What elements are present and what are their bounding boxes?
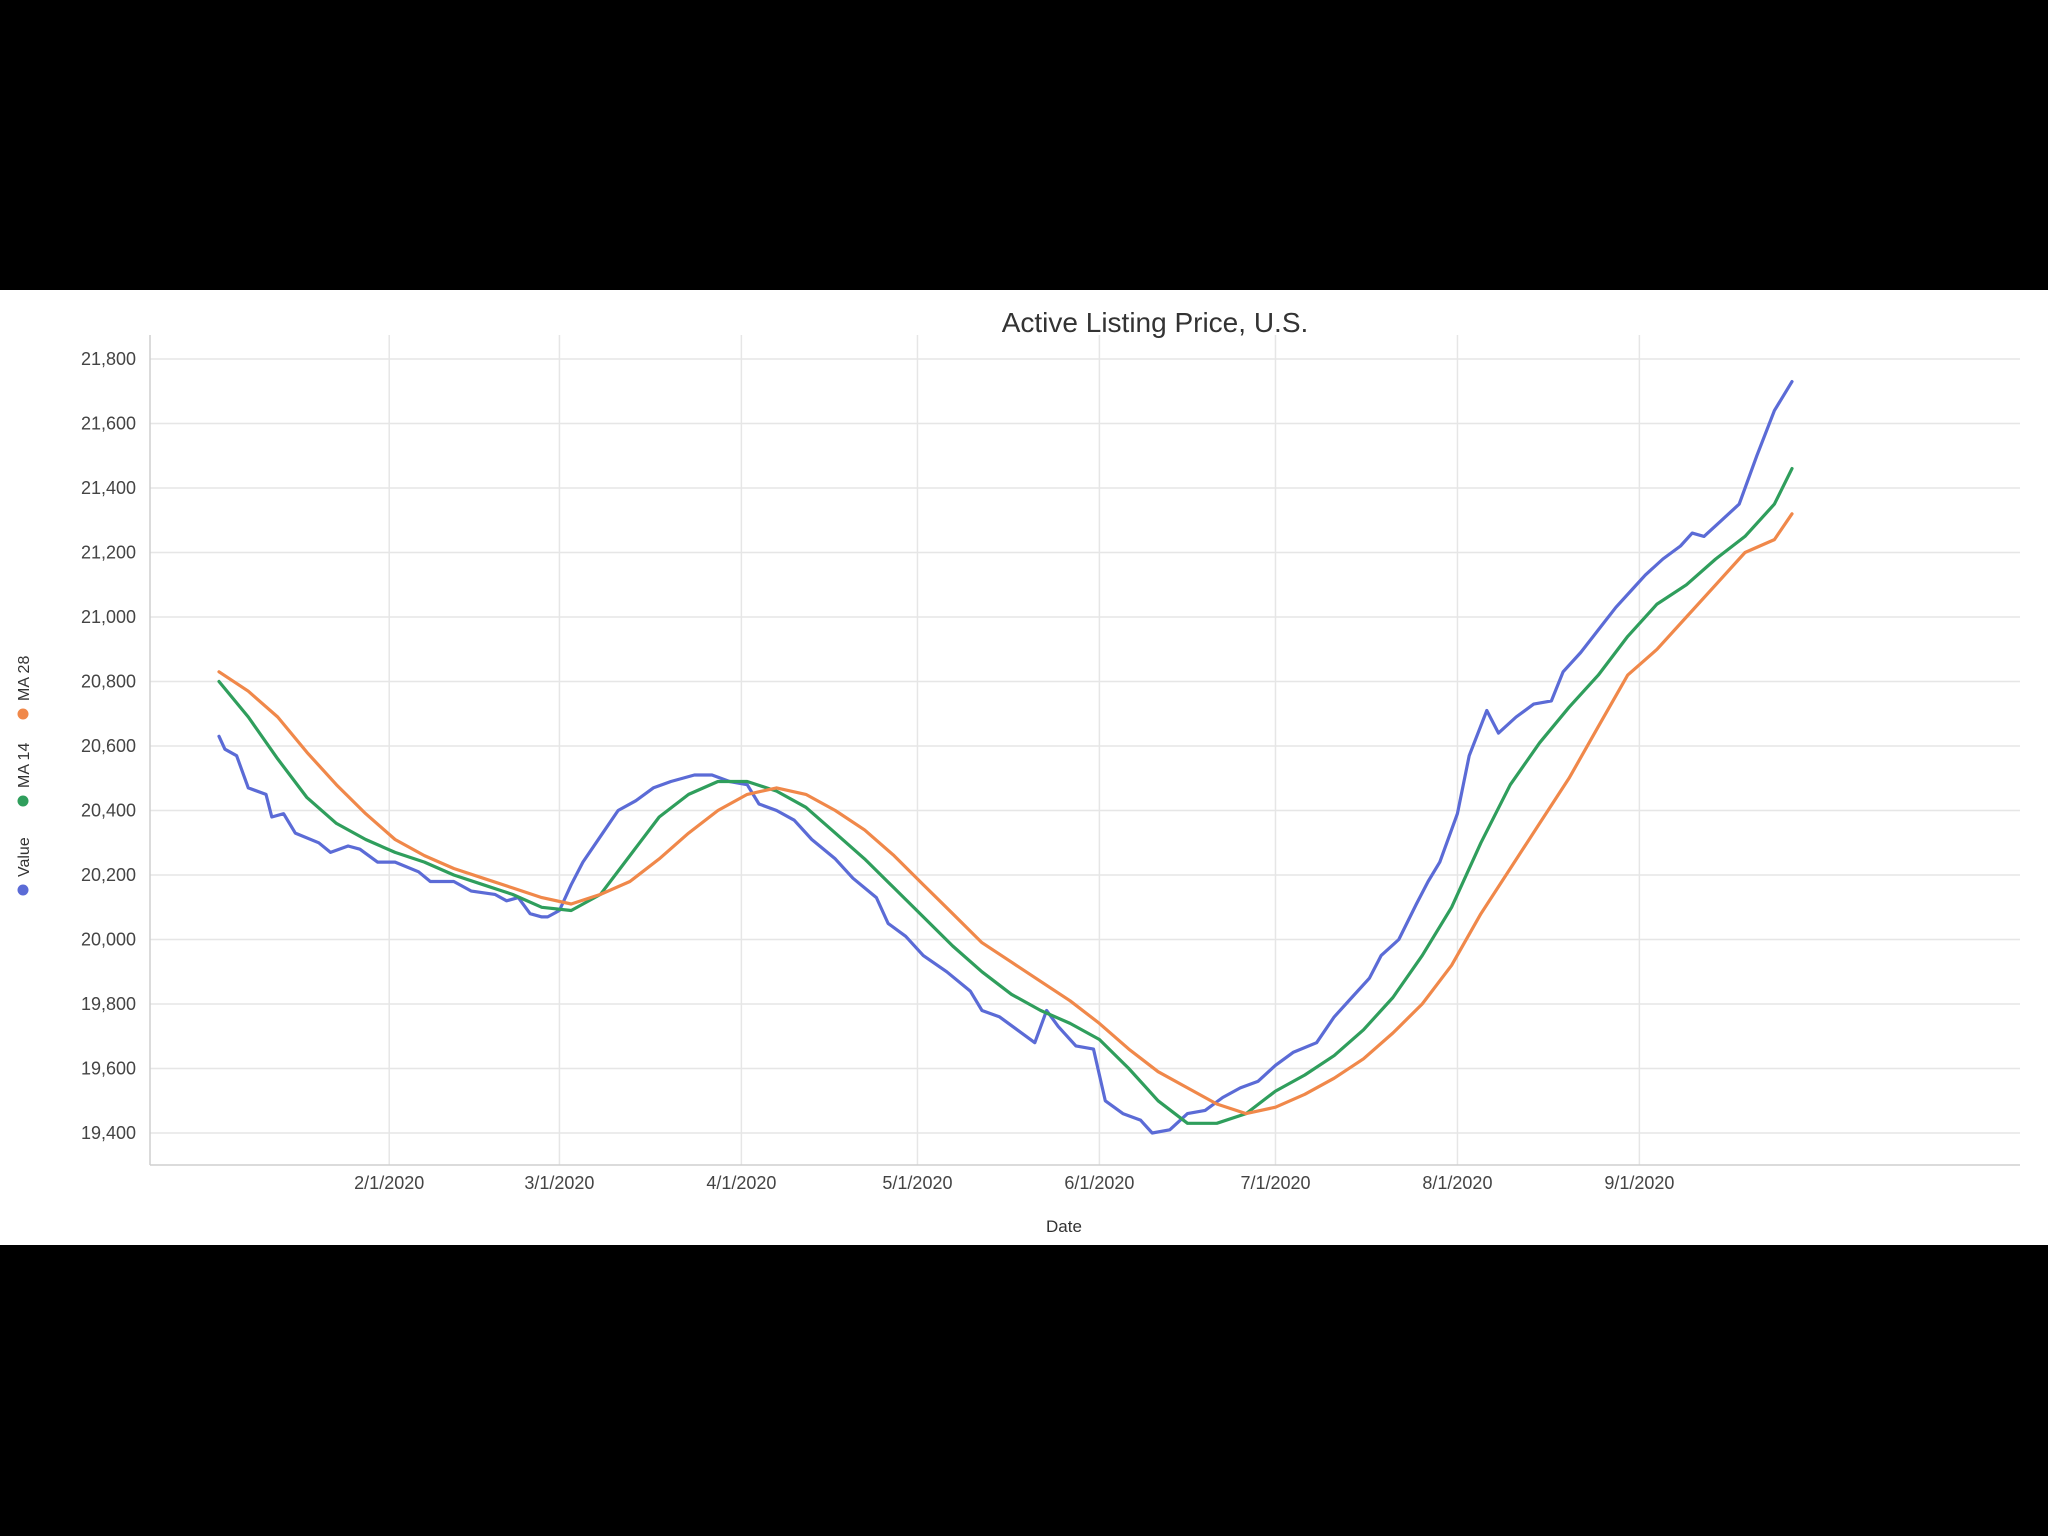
chart-panel: 19,400 19,600 19,800 20,000 20,200 20,400 20,6…: [0, 290, 2048, 1245]
y-tick-label: 21,800: [81, 349, 136, 369]
legend-marker: [17, 795, 29, 807]
y-tick-label: 21,000: [81, 607, 136, 627]
legend-label: MA 28: [16, 656, 33, 701]
line-chart: 19,400 19,600 19,800 20,000 20,200 20,400 20,6…: [16, 307, 2020, 1236]
chart-title: Active Listing Price, U.S.: [1002, 307, 1309, 338]
x-tick-label: 9/1/2020: [1604, 1173, 1674, 1193]
series-line-ma-14: [217, 467, 1794, 1125]
x-tick-label: 2/1/2020: [354, 1173, 424, 1193]
x-tick-label: 7/1/2020: [1240, 1173, 1310, 1193]
x-tick-label: 3/1/2020: [524, 1173, 594, 1193]
y-tick-label: 19,600: [81, 1059, 136, 1079]
x-tick-label: 6/1/2020: [1064, 1173, 1134, 1193]
x-axis-title: Date: [1046, 1217, 1082, 1236]
legend-label: Value: [16, 837, 33, 877]
legend-marker: [17, 708, 29, 720]
legend-marker: [17, 884, 29, 896]
y-tick-label: 20,800: [81, 672, 136, 692]
legend: Value MA 14 MA 28: [16, 656, 33, 896]
y-tick-label: 20,400: [81, 801, 136, 821]
y-tick-label: 19,800: [81, 994, 136, 1014]
series-line-value: [217, 380, 1794, 1135]
x-tick-label: 4/1/2020: [706, 1173, 776, 1193]
y-tick-label: 20,200: [81, 865, 136, 885]
y-tick-label: 20,600: [81, 736, 136, 756]
y-tick-label: 21,600: [81, 414, 136, 434]
y-tick-label: 20,000: [81, 930, 136, 950]
x-tick-label: 8/1/2020: [1422, 1173, 1492, 1193]
legend-item: MA 14: [16, 743, 33, 807]
x-tick-label: 5/1/2020: [882, 1173, 952, 1193]
grid: [150, 335, 2020, 1165]
series-lines: [217, 380, 1794, 1135]
series-line-ma-28: [217, 512, 1794, 1116]
y-tick-label: 21,200: [81, 543, 136, 563]
legend-item: MA 28: [16, 656, 33, 720]
legend-label: MA 14: [16, 743, 33, 788]
y-tick-label: 21,400: [81, 478, 136, 498]
y-tick-label: 19,400: [81, 1123, 136, 1143]
axes: [149, 335, 2020, 1166]
y-tick-labels: 19,400 19,600 19,800 20,000 20,200 20,400 20,6…: [81, 349, 136, 1143]
legend-item: Value: [16, 837, 33, 896]
x-tick-labels: 2/1/2020 3/1/2020 4/1/2020 5/1/2020 6/1/2020…: [354, 1173, 1674, 1193]
